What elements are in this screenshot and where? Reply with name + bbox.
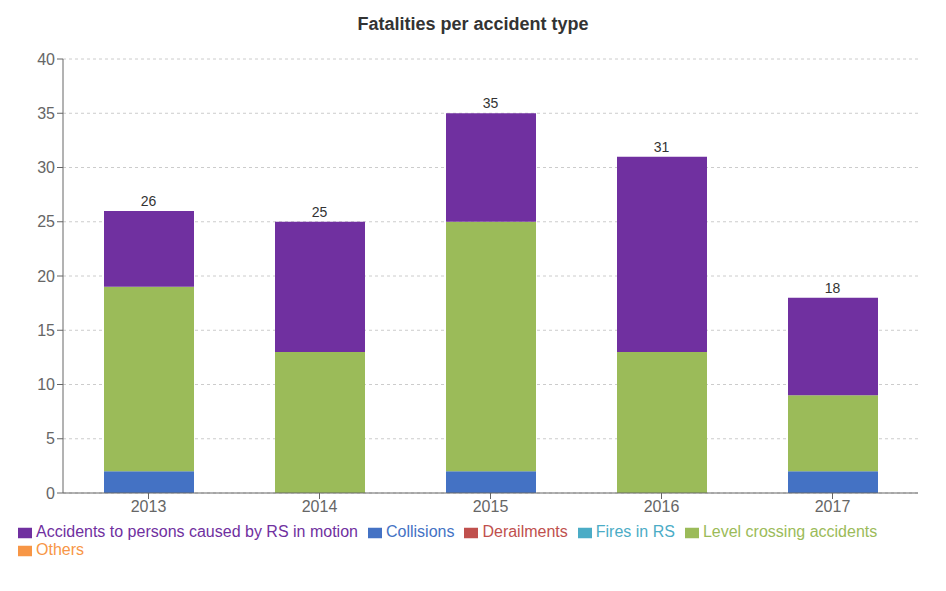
svg-text:10: 10 (37, 376, 55, 393)
svg-text:35: 35 (483, 95, 499, 111)
svg-text:30: 30 (37, 159, 55, 176)
svg-text:25: 25 (312, 204, 328, 220)
svg-text:25: 25 (37, 213, 55, 230)
html-text:Level crossing accidents: Level crossing accidents (702, 523, 878, 540)
svg-text:2013: 2013 (131, 498, 167, 515)
svg-text:40: 40 (37, 51, 55, 68)
svg-text:2016: 2016 (644, 498, 680, 515)
html-text:Others: Others (36, 541, 84, 558)
svg-text:0: 0 (46, 485, 55, 502)
svg-text:35: 35 (37, 105, 55, 122)
html-text:Fatalities per accident type: Fatalities per accident type (357, 14, 589, 34)
svg-text:20: 20 (37, 268, 55, 285)
svg-text:15: 15 (37, 322, 55, 339)
svg-text:31: 31 (654, 139, 670, 155)
svg-text:2014: 2014 (302, 498, 338, 515)
html-text:Derailments: Derailments (482, 523, 568, 540)
svg-text:5: 5 (46, 430, 55, 447)
html-text:Accidents to persons caused by: Accidents to persons caused by RS in mot… (36, 523, 358, 540)
svg-text:26: 26 (141, 193, 157, 209)
svg-text:18: 18 (825, 280, 841, 296)
svg-text:2017: 2017 (815, 498, 851, 515)
html-text:Collisions: Collisions (386, 523, 455, 540)
html-text:Fires in RS: Fires in RS (595, 523, 675, 540)
svg-text:2015: 2015 (473, 498, 509, 515)
